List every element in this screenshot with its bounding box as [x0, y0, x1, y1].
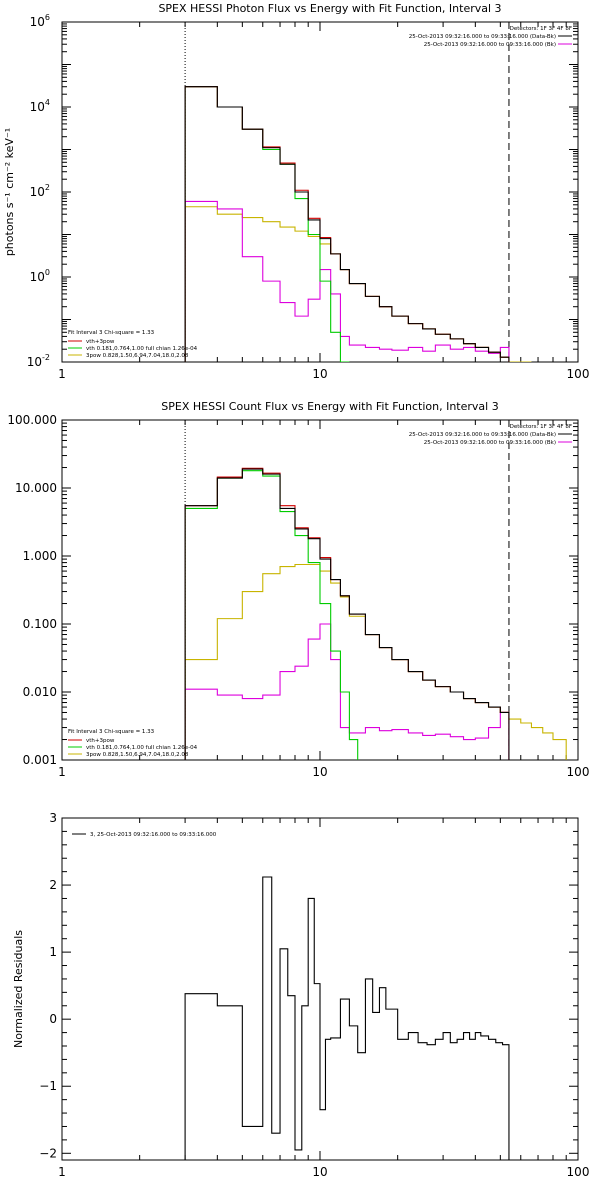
photon-flux-frame: [61, 21, 579, 363]
photon-y-tick-label-4: 106: [30, 13, 50, 29]
residuals-y-tick-label-2: 0: [49, 1012, 57, 1026]
residuals-y-tick-label-5: 3: [49, 811, 57, 825]
photon-flux-panel: SPEX HESSI Photon Flux vs Energy with Fi…: [3, 2, 589, 381]
residuals-y-tick-label-3: 1: [49, 945, 57, 959]
photon-flux-title: SPEX HESSI Photon Flux vs Energy with Fi…: [158, 2, 501, 15]
residuals-x-tick-label-1: 10: [312, 1165, 327, 1179]
count-fit-info-text: Fit Interval 3 Chi-square = 1.33: [68, 729, 155, 735]
residuals-legend-text: 3, 25-Oct-2013 09:32:16.000 to 09:33:16.…: [90, 832, 217, 838]
residuals-y-tick-label-4: 2: [49, 878, 57, 892]
count-y-tick-label-2: 0.100: [23, 617, 57, 631]
count-y-tick-label-3: 1.000: [23, 549, 57, 563]
count-fit-item-text-0: vth+3pow: [86, 738, 115, 744]
photon-series-3pow: [184, 206, 532, 362]
photon-series-vth: [184, 86, 350, 362]
photon-series-fit_total: [184, 86, 510, 362]
count-y-tick-label-5: 100.000: [7, 413, 57, 427]
photon-bk-interval-text: 25-Oct-2013 09:32:16.000 to 09:33:16.000…: [424, 42, 556, 48]
count-series-background: [184, 623, 510, 760]
photon-flux-ylabel: photons s⁻¹ cm⁻² keV⁻¹: [3, 128, 16, 256]
count-flux-title: SPEX HESSI Count Flux vs Energy with Fit…: [161, 400, 498, 413]
count-bk-interval-text: 25-Oct-2013 09:32:16.000 to 09:33:16.000…: [424, 440, 556, 446]
photon-x-tick-label-1: 10: [312, 367, 327, 381]
count-x-tick-label-2: 100: [567, 765, 590, 779]
photon-y-tick-label-2: 102: [30, 183, 50, 199]
residuals-panel: Normalized Residuals 3, 25-Oct-2013 09:3…: [12, 811, 589, 1179]
count-flux-panel: SPEX HESSI Count Flux vs Energy with Fit…: [7, 400, 589, 779]
photon-fit-item-text-2: 3pow 0.828,1.50,6.94,7.04,18.0,2.08: [86, 353, 189, 359]
count-fit-item-text-2: 3pow 0.828,1.50,6.94,7.04,18.0,2.08: [86, 752, 189, 758]
photon-x-tick-label-0: 1: [58, 367, 66, 381]
count-series-vth: [184, 470, 359, 760]
photon-fit-item-text-0: vth+3pow: [86, 339, 115, 345]
residuals-y-tick-label-1: −1: [39, 1079, 57, 1093]
photon-data-interval-text: 25-Oct-2013 09:32:16.000 to 09:33:16.000…: [409, 34, 556, 40]
photon-y-tick-label-3: 104: [30, 98, 50, 114]
residuals-series-residuals: [184, 876, 510, 1160]
photon-x-tick-label-2: 100: [567, 367, 590, 381]
photon-detectors-text: Detectors: 1F 3F 4F 8F: [510, 26, 572, 32]
photon-y-tick-label-1: 100: [30, 268, 50, 284]
count-x-tick-label-1: 10: [312, 765, 327, 779]
count-y-tick-label-1: 0.010: [23, 685, 57, 699]
count-fit-item-text-1: vth 0.181,0.764,1.00 full chian 1.26e-04: [86, 745, 198, 751]
count-series-data: [184, 468, 510, 760]
photon-y-tick-label-0: 10-2: [27, 353, 50, 369]
count-detectors-text: Detectors: 1F 3F 4F 8F: [510, 424, 572, 430]
residuals-y-tick-label-0: −2: [39, 1146, 57, 1160]
count-y-tick-label-0: 0.001: [23, 753, 57, 767]
photon-fit-info-text: Fit Interval 3 Chi-square = 1.33: [68, 330, 155, 336]
residuals-x-tick-label-0: 1: [58, 1165, 66, 1179]
count-y-tick-label-4: 10.000: [15, 481, 57, 495]
residuals-ylabel: Normalized Residuals: [12, 930, 25, 1048]
photon-series-data: [184, 86, 510, 362]
photon-fit-item-text-1: vth 0.181,0.764,1.00 full chian 1.26e-04: [86, 346, 198, 352]
count-series-fit_total: [184, 467, 510, 760]
count-data-interval-text: 25-Oct-2013 09:32:16.000 to 09:33:16.000…: [409, 432, 556, 438]
photon-series-background: [184, 200, 510, 362]
count-x-tick-label-0: 1: [58, 765, 66, 779]
residuals-x-tick-label-2: 100: [567, 1165, 590, 1179]
